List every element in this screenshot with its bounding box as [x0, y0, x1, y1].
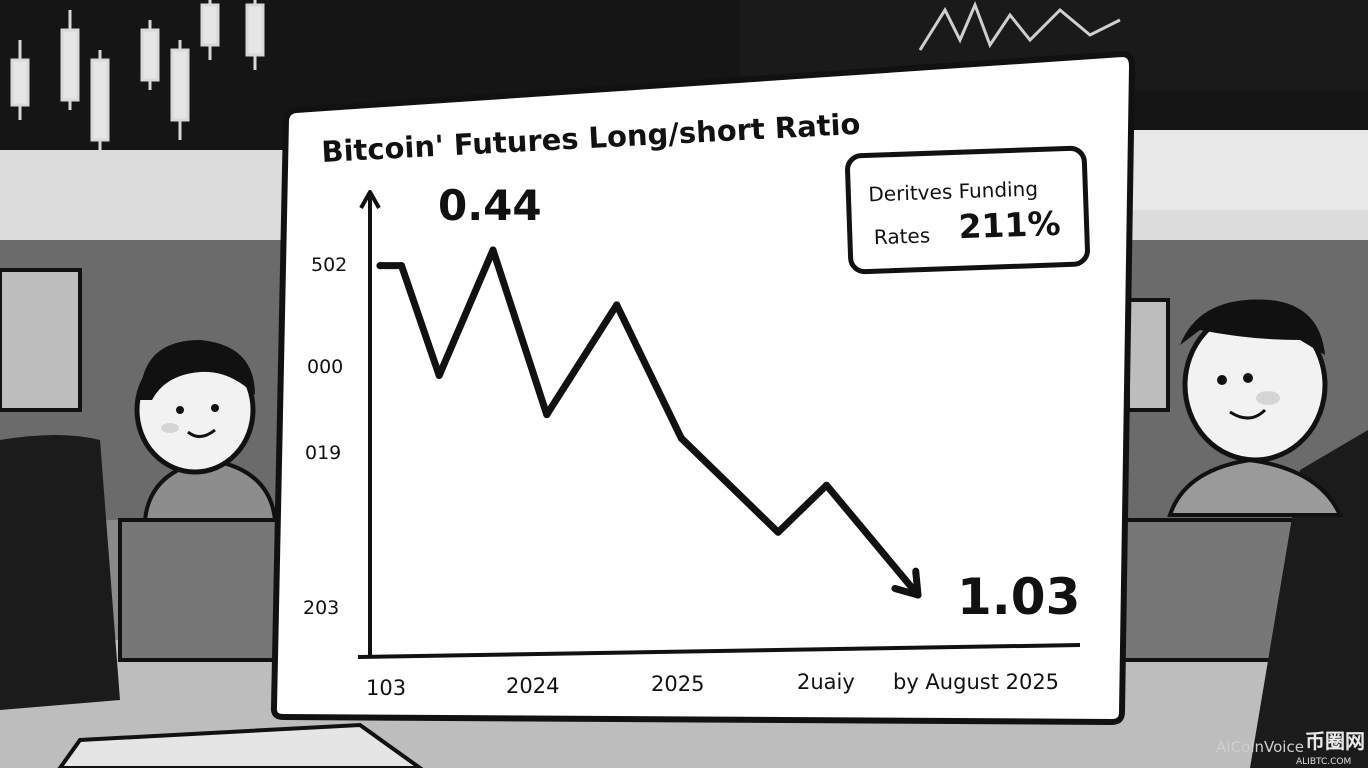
chart-board: Bitcoin' Futures Long/short Ratio 502 00… [270, 50, 1136, 726]
series-point [774, 528, 782, 536]
badge-value: 211% [958, 204, 1061, 247]
trader-left [134, 340, 278, 522]
background-zigzag [918, 0, 1121, 51]
y-axis-arrow [359, 190, 381, 209]
series-point [543, 411, 551, 419]
series-point [489, 246, 497, 254]
x-axis [357, 643, 1081, 659]
series-points [376, 246, 922, 599]
badge-label-line1: Deritves Funding [868, 177, 1038, 207]
x-tick-label: by August 2025 [893, 670, 1059, 694]
watermark-url: ALIBTC.COM [1296, 757, 1351, 767]
left-monitor [0, 435, 120, 710]
series-point [914, 591, 922, 599]
funding-rate-badge: Deritves Funding Rates 211% [845, 145, 1090, 275]
background-candlestick-screen [10, 0, 265, 150]
keyboard [57, 722, 424, 768]
x-tick-label: 2uaiy [797, 670, 855, 694]
series-point [677, 434, 685, 442]
y-tick-label: 502 [311, 254, 347, 276]
y-tick-label: 203 [303, 597, 339, 619]
series-point [613, 301, 621, 309]
watermark-brand: 币圈网 [1305, 729, 1365, 753]
badge-label-line2: Rates [873, 223, 930, 249]
y-tick-label: 019 [305, 442, 341, 464]
peak-value-label: 0.44 [438, 181, 542, 230]
series-line [376, 246, 922, 599]
series-point [376, 262, 384, 270]
watermark: AICoinVoice 币圈网 ALIBTC.COM [1216, 729, 1365, 767]
series-point [823, 481, 831, 489]
y-tick-label: 000 [307, 356, 343, 378]
series-point [398, 262, 406, 270]
x-tick-label: 103 [366, 676, 406, 700]
watermark-text: AICoinVoice [1216, 738, 1304, 756]
trader-right [1167, 299, 1344, 517]
end-value-label: 1.03 [957, 568, 1080, 626]
x-tick-label: 2025 [651, 672, 704, 696]
x-tick-label: 2024 [506, 674, 559, 698]
series-point [435, 371, 443, 379]
